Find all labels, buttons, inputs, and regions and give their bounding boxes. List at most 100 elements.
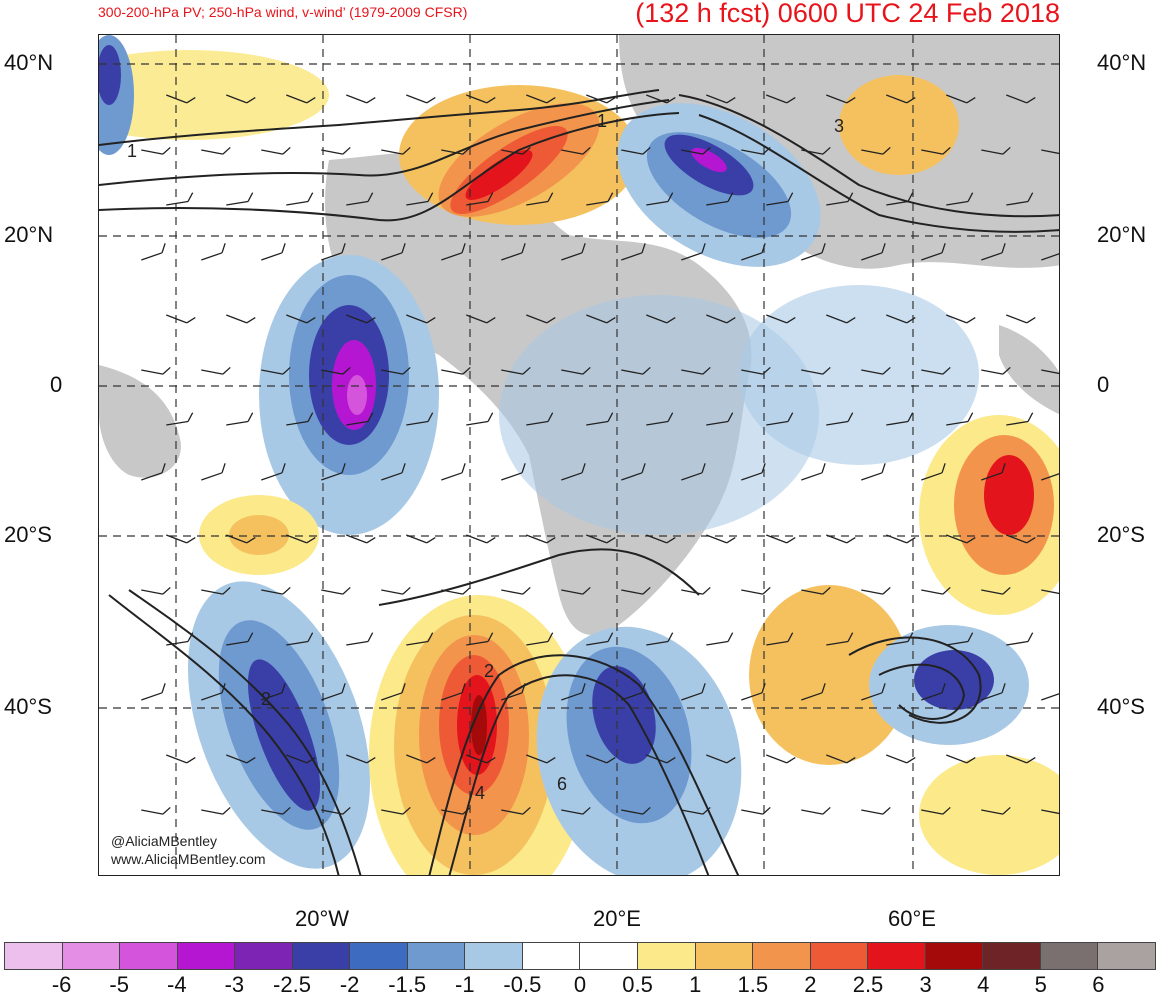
wind-barb [861,243,886,261]
wind-barb [346,632,374,646]
wind-barb [346,534,376,544]
wind-barb [766,754,796,764]
colorbar-tick-label: 2.5 [852,972,884,997]
lon-label: 20°W [294,906,350,931]
wind-barb [201,243,226,261]
wind-barb [741,806,771,815]
wind-barb [1041,149,1059,155]
wind-barb [921,586,951,595]
map-panel: 1 1 3 2 2 4 6 @AliciaMBentley www.Alicia… [98,34,1060,876]
lon-label: 20°E [593,906,641,931]
wind-barb [346,412,374,426]
colorbar [4,942,1156,970]
wind-barb [681,366,711,375]
wind-barb [526,412,554,426]
wind-barb [861,683,886,701]
wind-barb [741,683,766,701]
wind-barb [141,586,171,595]
wind-barb [946,534,976,544]
wind-barb [141,243,166,261]
wind-barb [801,463,826,481]
wind-barb [1006,192,1034,206]
lat-label-left: 20°N [4,222,54,247]
wind-barb [826,412,854,426]
colorbar-tick-label: -5 [109,972,129,997]
wind-barb [141,683,166,701]
wind-barb [981,463,1006,481]
wind-barb [921,683,946,701]
wind-barb [921,463,946,481]
wind-barb [441,243,466,261]
wind-barb [801,683,826,701]
wind-barb [526,94,556,104]
wind-barb [286,754,316,764]
wind-barb [706,412,734,426]
wind-barb [621,683,646,701]
colorbar-swatch [983,943,1041,969]
wind-barb [1041,809,1059,815]
colorbar-swatch [753,943,811,969]
colorbar-swatch [1040,943,1099,969]
contour-layer [99,89,1059,875]
colorbar-tick-label: -0.5 [503,972,542,997]
wind-barb [261,146,291,155]
wind-barb [466,94,496,104]
wind-barb [621,806,651,815]
wind-barb [766,192,794,206]
lat-label-right: 20°N [1097,222,1147,247]
credit-handle: @AliciaMBentley [111,833,218,849]
wind-barb [166,314,196,324]
wind-barb [381,243,406,261]
colorbar-swatch [465,943,523,969]
colorbar-tick-label: -4 [167,972,187,997]
wind-barb [981,806,1011,815]
wind-barb [226,412,254,426]
wind-barb [406,412,434,426]
wind-barb [261,586,291,595]
wind-barb [886,314,916,324]
wind-barb [501,586,531,595]
wind-barb [946,192,974,206]
wind-barb [801,243,826,261]
wind-barb [1006,94,1036,104]
wind-barb [886,632,914,646]
wind-barb [921,806,951,815]
wind-barb [681,683,706,701]
wind-barb [861,463,886,481]
colorbar-tick-label: 2 [804,972,817,997]
wind-barb [466,412,494,426]
wind-barb [406,192,434,206]
wind-barb [826,632,854,646]
wind-barb [286,534,316,544]
colorbar-swatch [580,943,639,969]
colorbar-swatch [5,943,63,969]
wind-barb [586,94,616,104]
wind-barb [166,94,196,104]
wind-barb [1041,472,1059,481]
wind-barb [201,586,231,595]
wind-barb [381,146,411,155]
colorbar-tick-label: -2 [339,972,360,997]
colorbar-tick-label: 6 [1092,972,1105,997]
colorbar-swatch [292,943,351,969]
wind-barb [826,192,854,206]
wind-barb [921,146,951,155]
wind-barb [346,754,376,764]
wind-barb [561,683,586,701]
wind-barb [621,586,651,595]
wind-barb [381,683,406,701]
wind-barb [861,586,891,595]
wind-barb [286,412,314,426]
wind-barb [561,463,586,481]
wind-barb [346,314,376,324]
wind-barb [201,463,226,481]
product-title: 300-200-hPa PV; 250-hPa wind, v-wind’ (1… [98,4,468,20]
wind-barb [166,632,194,646]
wind-barb [586,192,614,206]
colorbar-tick-label: -2.5 [273,972,311,997]
wind-barb [526,192,554,206]
wind-barb [321,806,351,815]
wind-barb [321,683,346,701]
wind-barb [646,534,676,544]
wind-barb [946,632,974,646]
